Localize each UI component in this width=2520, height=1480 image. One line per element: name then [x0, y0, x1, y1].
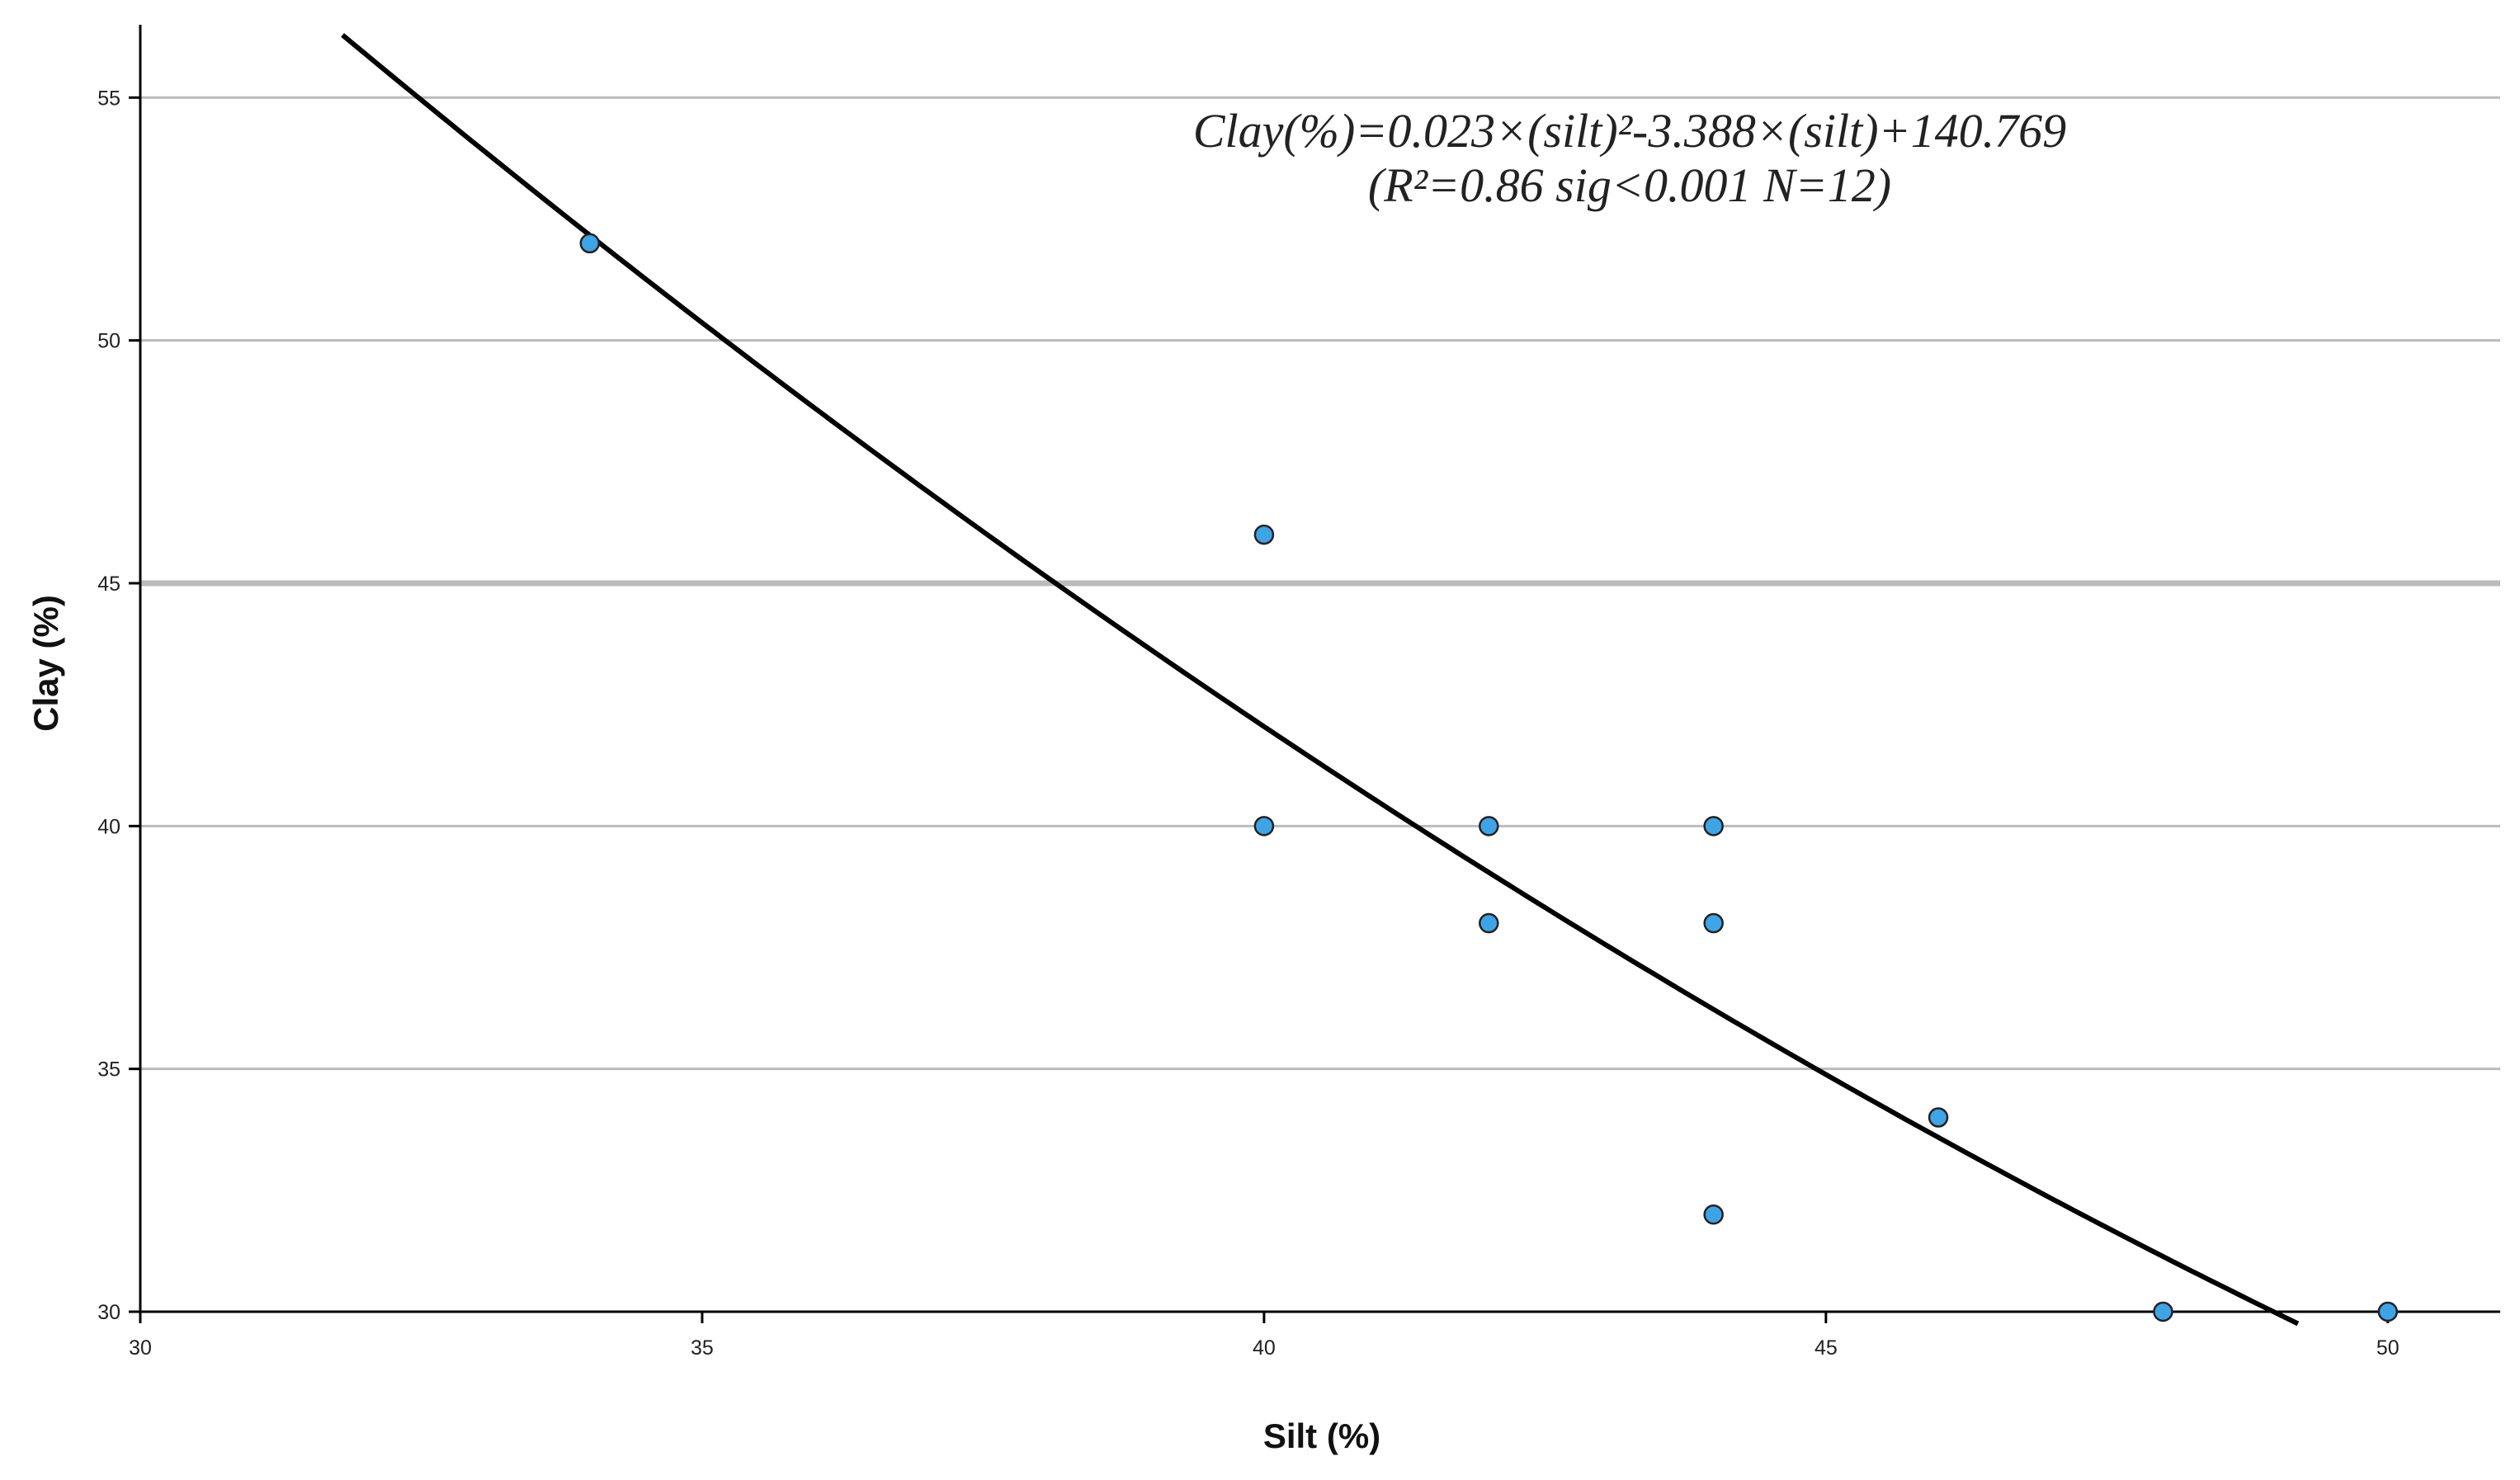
x-tick-label-30: 30: [129, 1336, 152, 1360]
data-point-9: [1928, 1107, 1949, 1128]
data-point-5: [1479, 912, 1499, 934]
y-tick-label-45: 45: [97, 573, 120, 596]
y-tick-label-55: 55: [97, 87, 120, 110]
equation-annotation: Clay(%)=0.023×(silt)²-3.388×(silt)+140.7…: [1193, 104, 2066, 158]
y-tick-labels: 30 35 40 45 50 55: [97, 87, 120, 1324]
x-axis-title: Silt (%): [1263, 1416, 1380, 1455]
statistics-annotation: (R²=0.86 sig<0.001 N=12): [1368, 158, 1891, 212]
data-point-11: [2377, 1301, 2399, 1322]
data-point-2: [1253, 524, 1275, 545]
axes: [129, 25, 2500, 1323]
data-point-1: [579, 233, 601, 254]
x-tick-labels: 30 35 40 45 50: [129, 1336, 2400, 1360]
data-point-10: [2153, 1301, 2173, 1322]
y-tick-label-35: 35: [97, 1058, 120, 1082]
data-point-8: [1703, 1204, 1724, 1225]
data-point-3: [1253, 816, 1275, 837]
data-points: [579, 233, 2399, 1322]
y-tick-label-50: 50: [97, 330, 120, 353]
y-tick-label-30: 30: [97, 1301, 120, 1324]
y-axis-title: Clay (%): [26, 595, 65, 732]
data-point-6: [1703, 816, 1724, 837]
y-tick-label-40: 40: [97, 815, 120, 838]
x-tick-label-40: 40: [1253, 1336, 1276, 1360]
fit-curve: [341, 33, 2300, 1327]
data-point-7: [1703, 912, 1724, 934]
fit-curve-group: [341, 33, 2300, 1327]
data-point-4: [1479, 816, 1499, 837]
x-tick-label-45: 45: [1814, 1336, 1838, 1360]
x-tick-label-35: 35: [691, 1336, 714, 1360]
x-tick-label-50: 50: [2376, 1336, 2400, 1360]
grid-lines: [140, 96, 2500, 1071]
